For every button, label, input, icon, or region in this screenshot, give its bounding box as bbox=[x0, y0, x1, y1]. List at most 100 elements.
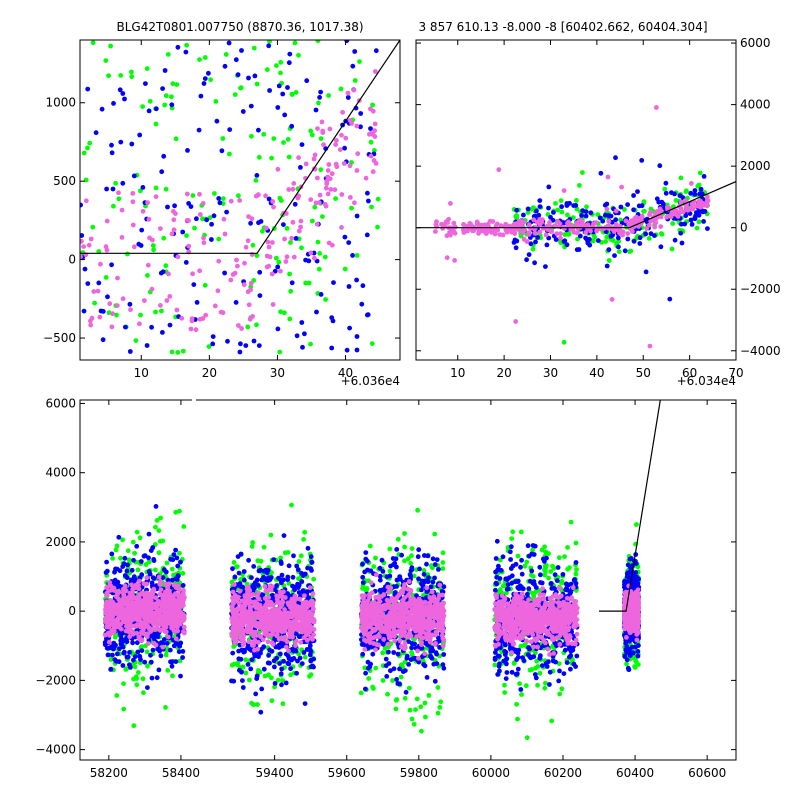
data-point bbox=[158, 270, 164, 276]
data-point bbox=[534, 219, 540, 225]
data-point bbox=[513, 671, 519, 677]
data-point bbox=[258, 709, 264, 715]
data-point bbox=[354, 168, 360, 173]
data-point bbox=[363, 686, 368, 692]
data-point bbox=[409, 565, 415, 571]
data-point bbox=[564, 242, 570, 248]
data-point bbox=[347, 163, 353, 169]
data-point bbox=[163, 652, 169, 658]
data-point bbox=[251, 564, 257, 569]
data-point bbox=[532, 260, 537, 266]
data-point bbox=[227, 151, 232, 157]
data-point bbox=[705, 226, 710, 232]
data-point bbox=[114, 303, 120, 308]
data-point bbox=[377, 565, 383, 571]
data-point bbox=[238, 551, 244, 557]
data-point bbox=[170, 673, 175, 679]
data-point bbox=[370, 108, 376, 114]
data-point bbox=[613, 217, 619, 223]
data-point bbox=[568, 226, 574, 232]
data-point bbox=[518, 687, 524, 692]
data-point bbox=[406, 662, 411, 667]
data-point bbox=[224, 209, 230, 215]
data-point bbox=[127, 650, 132, 655]
data-point bbox=[652, 224, 658, 230]
data-point bbox=[173, 509, 179, 515]
data-point bbox=[308, 657, 314, 663]
data-point bbox=[524, 559, 530, 565]
data-point bbox=[180, 571, 186, 576]
data-point bbox=[543, 569, 548, 574]
data-point bbox=[543, 564, 549, 570]
data-point bbox=[239, 326, 245, 331]
data-point bbox=[283, 680, 289, 686]
data-point bbox=[120, 663, 126, 668]
data-point bbox=[394, 677, 399, 682]
data-point bbox=[235, 263, 240, 269]
data-point bbox=[137, 321, 142, 327]
data-point bbox=[295, 195, 301, 201]
data-point bbox=[635, 649, 641, 654]
data-point bbox=[675, 214, 681, 219]
data-point bbox=[250, 540, 256, 545]
data-point bbox=[476, 227, 482, 233]
data-point bbox=[398, 674, 404, 680]
data-point bbox=[505, 582, 511, 587]
data-point bbox=[254, 673, 260, 679]
model-line bbox=[80, 40, 400, 254]
data-point bbox=[175, 350, 181, 355]
data-point bbox=[277, 195, 283, 201]
data-point bbox=[130, 191, 136, 196]
data-point bbox=[492, 662, 498, 668]
data-point bbox=[161, 153, 167, 159]
data-point bbox=[138, 559, 144, 564]
data-point bbox=[234, 257, 239, 263]
data-point bbox=[511, 661, 517, 666]
data-point bbox=[391, 650, 397, 655]
data-point bbox=[476, 231, 481, 236]
data-point bbox=[329, 315, 335, 321]
data-point bbox=[250, 242, 256, 248]
data-point bbox=[598, 170, 604, 176]
data-point bbox=[251, 702, 256, 708]
data-point bbox=[88, 322, 94, 328]
data-point bbox=[246, 214, 252, 220]
data-point bbox=[547, 669, 553, 675]
data-point bbox=[323, 203, 329, 209]
data-point bbox=[153, 121, 159, 127]
data-point bbox=[100, 309, 106, 314]
data-point bbox=[360, 283, 366, 289]
data-point bbox=[146, 531, 152, 537]
data-point bbox=[380, 650, 386, 656]
data-point bbox=[80, 233, 85, 238]
data-point bbox=[370, 651, 376, 657]
data-point bbox=[270, 240, 275, 245]
data-point bbox=[533, 665, 538, 671]
data-point bbox=[222, 63, 228, 69]
data-point bbox=[510, 529, 516, 535]
data-point bbox=[172, 203, 178, 209]
data-point bbox=[268, 532, 274, 538]
data-point bbox=[296, 576, 301, 581]
data-point bbox=[212, 303, 218, 309]
data-point bbox=[246, 75, 251, 81]
data-point bbox=[309, 132, 315, 138]
data-point bbox=[312, 255, 317, 261]
data-point bbox=[697, 191, 703, 197]
data-point bbox=[131, 574, 137, 580]
data-point bbox=[677, 209, 683, 215]
data-point bbox=[433, 229, 438, 234]
data-point bbox=[573, 540, 579, 546]
data-point bbox=[604, 206, 610, 212]
data-point bbox=[409, 650, 414, 655]
data-point bbox=[106, 310, 112, 316]
data-point bbox=[654, 105, 659, 110]
data-point bbox=[557, 691, 563, 697]
data-point bbox=[134, 543, 140, 549]
data-point bbox=[625, 231, 631, 237]
y-tick-label: 2000 bbox=[740, 159, 771, 173]
data-point bbox=[183, 49, 189, 55]
data-point bbox=[236, 323, 241, 328]
data-point bbox=[231, 661, 237, 667]
data-point bbox=[296, 52, 301, 58]
